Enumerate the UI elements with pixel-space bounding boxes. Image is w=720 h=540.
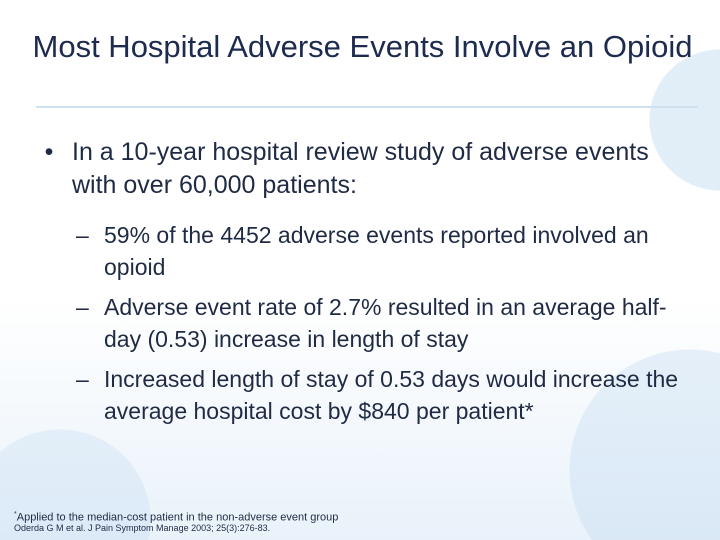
footnote-mark: * xyxy=(14,511,17,518)
main-bullet: • In a 10-year hospital review study of … xyxy=(34,136,684,202)
sub-bullet-marker: – xyxy=(76,222,89,248)
sub-bullet: – Adverse event rate of 2.7% resulted in… xyxy=(76,291,696,355)
sub-bullet-text: Adverse event rate of 2.7% resulted in a… xyxy=(104,294,667,352)
bullet-text: In a 10-year hospital review study of ad… xyxy=(72,138,649,199)
sub-bullet-list: – 59% of the 4452 adverse events reporte… xyxy=(76,219,696,435)
citation: Oderda G M et al. J Pain Symptom Manage … xyxy=(14,523,271,533)
sub-bullet: – 59% of the 4452 adverse events reporte… xyxy=(76,219,696,283)
title-divider xyxy=(36,106,698,108)
sub-bullet-text: 59% of the 4452 adverse events reported … xyxy=(104,222,649,280)
sub-bullet: – Increased length of stay of 0.53 days … xyxy=(76,363,696,427)
bullet-marker: • xyxy=(44,138,54,166)
sub-bullet-marker: – xyxy=(76,366,89,392)
slide-title: Most Hospital Adverse Events Involve an … xyxy=(32,29,693,64)
sub-bullet-text: Increased length of stay of 0.53 days wo… xyxy=(104,366,679,424)
footnote-text: Applied to the median-cost patient in th… xyxy=(16,511,339,524)
footnote: *Applied to the median-cost patient in t… xyxy=(14,508,338,525)
sub-bullet-marker: – xyxy=(76,294,89,320)
